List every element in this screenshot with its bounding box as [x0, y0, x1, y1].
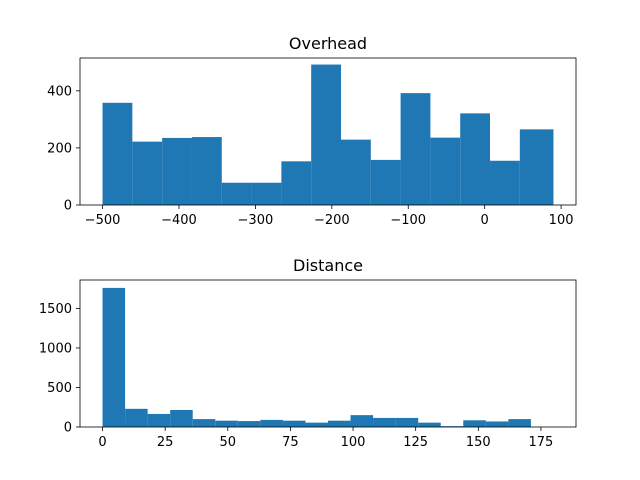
histogram-bar: [463, 420, 486, 427]
histogram-bar: [125, 408, 148, 427]
x-tick-label: 100: [341, 435, 366, 450]
histogram-bar: [237, 421, 261, 427]
y-tick-label: 200: [47, 141, 72, 156]
x-tick-label: 100: [549, 213, 574, 228]
x-tick-label: −200: [314, 213, 350, 228]
histogram-bar: [508, 419, 531, 427]
histogram-bar: [350, 415, 374, 427]
histogram-bar: [260, 419, 283, 427]
histogram-bar: [305, 422, 328, 427]
histogram-bar: [395, 417, 419, 427]
histogram-bar: [251, 182, 282, 205]
histogram-bar: [170, 410, 193, 427]
x-tick-label: 0: [481, 213, 489, 228]
x-tick-label: 75: [282, 435, 299, 450]
histogram-bar: [132, 141, 163, 205]
histogram-bar: [373, 417, 396, 427]
histogram-bar: [340, 139, 371, 205]
x-tick-label: −100: [390, 213, 426, 228]
x-tick-label: 25: [157, 435, 174, 450]
histogram-bar: [215, 420, 238, 427]
axes-frame: [79, 279, 577, 428]
histogram-bar: [311, 64, 341, 205]
overhead-histogram: Overhead −500 −400 −300 −200 −100 0 100 0 200 400: [47, 34, 577, 228]
distance-histogram: Distance 0 25 50 75 100 125 150 175 0 500 1000 1500: [39, 256, 577, 450]
x-tick-label: 0: [98, 435, 106, 450]
histogram-bar: [519, 129, 554, 205]
histogram-bar: [102, 287, 126, 427]
histogram-bar: [102, 102, 133, 205]
x-tick-label: −300: [238, 213, 274, 228]
histogram-bar: [370, 159, 401, 205]
x-tick-label: 125: [403, 435, 428, 450]
y-tick-label: 400: [47, 84, 72, 99]
histogram-bar: [485, 421, 509, 427]
histogram-bar: [430, 137, 461, 205]
histogram-bar: [328, 420, 351, 427]
distance-title: Distance: [293, 256, 363, 275]
histogram-bar: [191, 137, 222, 205]
y-tick-label: 1500: [39, 302, 72, 317]
histogram-bar: [162, 137, 192, 205]
histogram-bar: [221, 182, 252, 205]
histogram-bar: [418, 422, 441, 427]
histogram-bar: [282, 420, 306, 427]
histogram-bar: [281, 161, 312, 205]
axes-frame: [79, 57, 577, 206]
histogram-bar: [147, 413, 171, 427]
x-tick-label: −500: [85, 213, 121, 228]
histogram-bar: [400, 93, 431, 205]
y-tick-label: 0: [64, 199, 72, 214]
y-tick-label: 500: [47, 381, 72, 396]
x-tick-label: 50: [220, 435, 237, 450]
histogram-bar: [460, 113, 491, 205]
y-tick-label: 1000: [39, 341, 72, 356]
histogram-bar: [192, 419, 216, 427]
x-tick-label: −400: [161, 213, 197, 228]
histogram-bar: [490, 160, 520, 205]
x-tick-label: 175: [529, 435, 554, 450]
overhead-title: Overhead: [289, 34, 367, 53]
y-tick-label: 0: [64, 421, 72, 436]
x-tick-label: 150: [466, 435, 491, 450]
